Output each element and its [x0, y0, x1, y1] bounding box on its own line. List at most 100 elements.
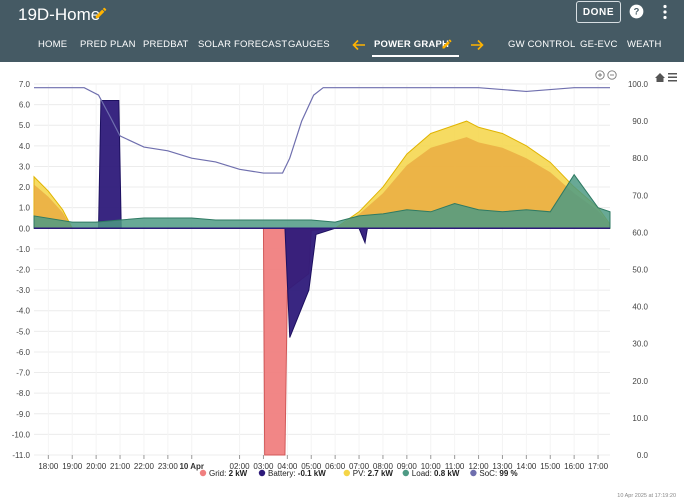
legend-marker	[402, 469, 409, 477]
y-axis-left-tick-label: 6.0	[19, 101, 31, 110]
x-axis-tick-label: 21:00	[110, 462, 131, 471]
y-axis-right-tick-label: 90.0	[632, 117, 648, 126]
x-axis-tick-label: 10 Apr	[179, 462, 204, 471]
legend-item-battery[interactable]: Battery: -0.1 kW	[258, 469, 326, 478]
dashboard-title: 19D-Home	[18, 5, 101, 24]
tab-pred-plan[interactable]: PRED PLAN	[80, 39, 136, 50]
pencil-icon[interactable]	[94, 6, 108, 20]
chart-toolbar	[595, 70, 677, 82]
legend-label: Grid: 2 kW	[209, 469, 248, 478]
y-axis-right-tick-label: 100.0	[628, 80, 649, 89]
x-axis-tick-label: 11:00	[445, 462, 465, 471]
x-axis-tick-label: 20:00	[86, 462, 107, 471]
legend-item-load[interactable]: Load: 0.8 kW	[402, 469, 460, 478]
legend-label: PV: 2.7 kW	[353, 469, 394, 478]
x-axis-tick-label: 17:00	[588, 462, 609, 471]
y-axis-left-tick-label: -4.0	[16, 307, 30, 316]
y-axis-right-tick-label: 20.0	[632, 377, 648, 386]
x-axis-tick-label: 23:00	[158, 462, 179, 471]
zoom-out-icon[interactable]	[607, 70, 617, 80]
tab-gauges[interactable]: GAUGES	[288, 39, 330, 50]
view-tabs: HOME PRED PLAN PREDBAT SOLAR FORECAST GA…	[0, 36, 684, 56]
x-axis-tick-label: 10:00	[421, 462, 442, 471]
legend-label: SoC: 99 %	[479, 469, 517, 478]
y-axis-left-tick-label: 7.0	[19, 80, 31, 89]
svg-text:?: ?	[634, 7, 640, 17]
y-axis-left-tick-label: -7.0	[16, 369, 30, 378]
arrow-right-icon[interactable]	[470, 39, 484, 51]
legend-label: Load: 0.8 kW	[412, 469, 460, 478]
y-axis-right-tick-label: 40.0	[632, 303, 648, 312]
x-axis-tick-label: 18:00	[38, 462, 59, 471]
chart-timestamp: 10 Apr 2025 at 17:19:20	[617, 493, 676, 499]
zoom-in-icon[interactable]	[595, 70, 605, 80]
x-axis-tick-label: 03:00	[253, 462, 274, 471]
arrow-left-icon[interactable]	[352, 39, 366, 51]
legend-label: Battery: -0.1 kW	[268, 469, 326, 478]
x-axis-tick-label: 05:00	[301, 462, 322, 471]
y-axis-left-tick-label: 4.0	[19, 142, 31, 151]
y-axis-left-tick-label: 5.0	[19, 121, 31, 130]
tab-predbat[interactable]: PREDBAT	[143, 39, 189, 50]
legend-item-soc[interactable]: SoC: 99 %	[470, 469, 518, 478]
x-axis-tick-label: 06:00	[325, 462, 346, 471]
tab-edit-pencil-icon[interactable]	[441, 38, 453, 50]
tab-home[interactable]: HOME	[38, 39, 68, 50]
chart-legend: Grid: 2 kW Battery: -0.1 kW PV: 2.7 kW Load…	[199, 469, 518, 478]
x-axis-tick-label: 08:00	[373, 462, 394, 471]
y-axis-right-tick-label: 60.0	[632, 228, 648, 237]
legend-marker	[258, 469, 266, 477]
legend-marker	[343, 469, 350, 477]
y-axis-left-tick-label: 1.0	[19, 204, 31, 213]
y-axis-left-tick-label: -10.0	[12, 430, 31, 439]
tab-power-graph[interactable]: POWER GRAPH	[374, 39, 450, 50]
y-axis-right-tick-label: 80.0	[632, 154, 648, 163]
tab-solar-forecast[interactable]: SOLAR FORECAST	[198, 39, 288, 50]
y-axis-left-tick-label: 2.0	[19, 183, 31, 192]
series-pv-inner-area	[34, 137, 610, 229]
legend-item-grid[interactable]: Grid: 2 kW	[199, 469, 248, 478]
power-graph-chart[interactable]: 7.0 6.0 5.0 4.0 3.0 2.0 1.0 0.0 -1.0 -2.0 -3.0 -4.0…	[4, 66, 680, 500]
y-axis-right-tick-label: 0.0	[637, 451, 649, 460]
done-button[interactable]: DONE	[576, 1, 621, 23]
x-axis-tick-label: 16:00	[564, 462, 585, 471]
active-tab-indicator	[372, 55, 459, 57]
y-axis-right-tick-label: 50.0	[632, 266, 648, 275]
y-axis-right-tick-label: 70.0	[632, 191, 648, 200]
x-axis-tick-label: 13:00	[492, 462, 513, 471]
y-axis-left-tick-label: -5.0	[16, 327, 30, 336]
y-axis-left-tick-label: -6.0	[16, 348, 30, 357]
x-axis-tick-label: 15:00	[540, 462, 561, 471]
x-axis-tick-label: 14:00	[516, 462, 537, 471]
y-axis-left-tick-label: -3.0	[16, 286, 30, 295]
y-axis-right-tick-label: 10.0	[632, 414, 648, 423]
y-axis-left-tick-label: -9.0	[16, 410, 30, 419]
x-axis-tick-label: 19:00	[62, 462, 83, 471]
x-axis-tick-label: 04:00	[277, 462, 298, 471]
x-axis-tick-label: 22:00	[134, 462, 155, 471]
x-axis-tick-label: 09:00	[397, 462, 418, 471]
tab-weather[interactable]: WEATH	[627, 39, 662, 50]
y-axis-left-tick-label: -1.0	[16, 245, 30, 254]
y-axis-left-tick-label: -2.0	[16, 266, 30, 275]
hamburger-icon[interactable]	[668, 73, 677, 82]
home-icon[interactable]	[655, 73, 665, 82]
x-axis-tick-label: 07:00	[349, 462, 370, 471]
series-soc-line	[34, 87, 610, 174]
app-header: 19D-Home DONE ?	[0, 0, 684, 62]
tab-gw-control[interactable]: GW CONTROL	[508, 39, 576, 50]
y-axis-left-tick-label: 3.0	[19, 162, 31, 171]
more-vert-icon[interactable]	[662, 4, 668, 20]
legend-item-pv[interactable]: PV: 2.7 kW	[343, 469, 394, 478]
legend-marker	[470, 469, 477, 477]
y-axis-left-tick-label: 0.0	[19, 224, 31, 233]
y-axis-right-tick-label: 30.0	[632, 340, 648, 349]
y-axis-left-tick-label: -11.0	[12, 451, 30, 460]
power-graph-card: 7.0 6.0 5.0 4.0 3.0 2.0 1.0 0.0 -1.0 -2.0 -3.0 -4.0…	[4, 66, 680, 500]
x-axis-tick-label: 12:00	[469, 462, 490, 471]
help-circle-icon[interactable]: ?	[629, 4, 644, 19]
legend-marker	[199, 469, 207, 477]
series-load-area	[33, 173, 611, 229]
tab-ge-evc[interactable]: GE-EVC	[580, 39, 618, 50]
